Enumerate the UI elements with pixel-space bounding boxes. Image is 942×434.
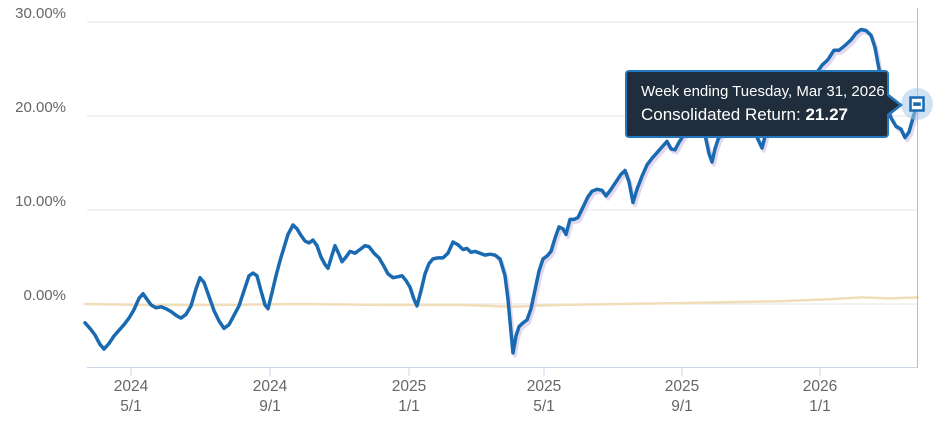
x-label-date: 1/1 xyxy=(809,398,831,415)
x-label-year: 2026 xyxy=(802,378,838,395)
tooltip-arrow-icon xyxy=(887,96,899,114)
tooltip-value: 21.27 xyxy=(805,105,848,124)
tooltip-series-label: Consolidated Return: xyxy=(641,105,806,124)
x-label-date: 1/1 xyxy=(398,398,420,415)
x-axis-label-2024-5-1: 2024 5/1 xyxy=(95,377,167,417)
x-label-year: 2025 xyxy=(526,378,562,395)
x-label-year: 2024 xyxy=(252,378,288,395)
x-axis-label-2026-1-1: 2026 1/1 xyxy=(784,377,856,417)
y-axis-label-10: 10.00% xyxy=(15,193,66,210)
chart-tooltip: Week ending Tuesday, Mar 31, 2026 Consol… xyxy=(625,70,903,138)
y-axis-label-20: 20.00% xyxy=(15,99,66,116)
x-label-year: 2024 xyxy=(113,378,149,395)
x-axis-label-2025-9-1: 2025 9/1 xyxy=(646,377,718,417)
x-label-year: 2025 xyxy=(664,378,700,395)
x-axis-ticks xyxy=(130,367,821,376)
x-axis-label-2024-9-1: 2024 9/1 xyxy=(234,377,306,417)
x-label-year: 2025 xyxy=(391,378,427,395)
x-label-date: 5/1 xyxy=(120,398,142,415)
x-label-date: 9/1 xyxy=(671,398,693,415)
y-axis-label-30: 30.00% xyxy=(15,5,66,22)
x-axis-label-2025-1-1: 2025 1/1 xyxy=(373,377,445,417)
y-axis-label-0: 0.00% xyxy=(23,287,66,304)
benchmark-series-line[interactable] xyxy=(83,296,920,309)
marker-dash-icon xyxy=(913,102,921,106)
tooltip-date-line: Week ending Tuesday, Mar 31, 2026 xyxy=(641,83,885,100)
x-axis-label-2025-5-1: 2025 5/1 xyxy=(508,377,580,417)
consolidated-return-series-line[interactable] xyxy=(83,27,919,355)
x-label-date: 5/1 xyxy=(533,398,555,415)
x-label-date: 9/1 xyxy=(259,398,281,415)
tooltip-value-line: Consolidated Return: 21.27 xyxy=(641,103,873,127)
